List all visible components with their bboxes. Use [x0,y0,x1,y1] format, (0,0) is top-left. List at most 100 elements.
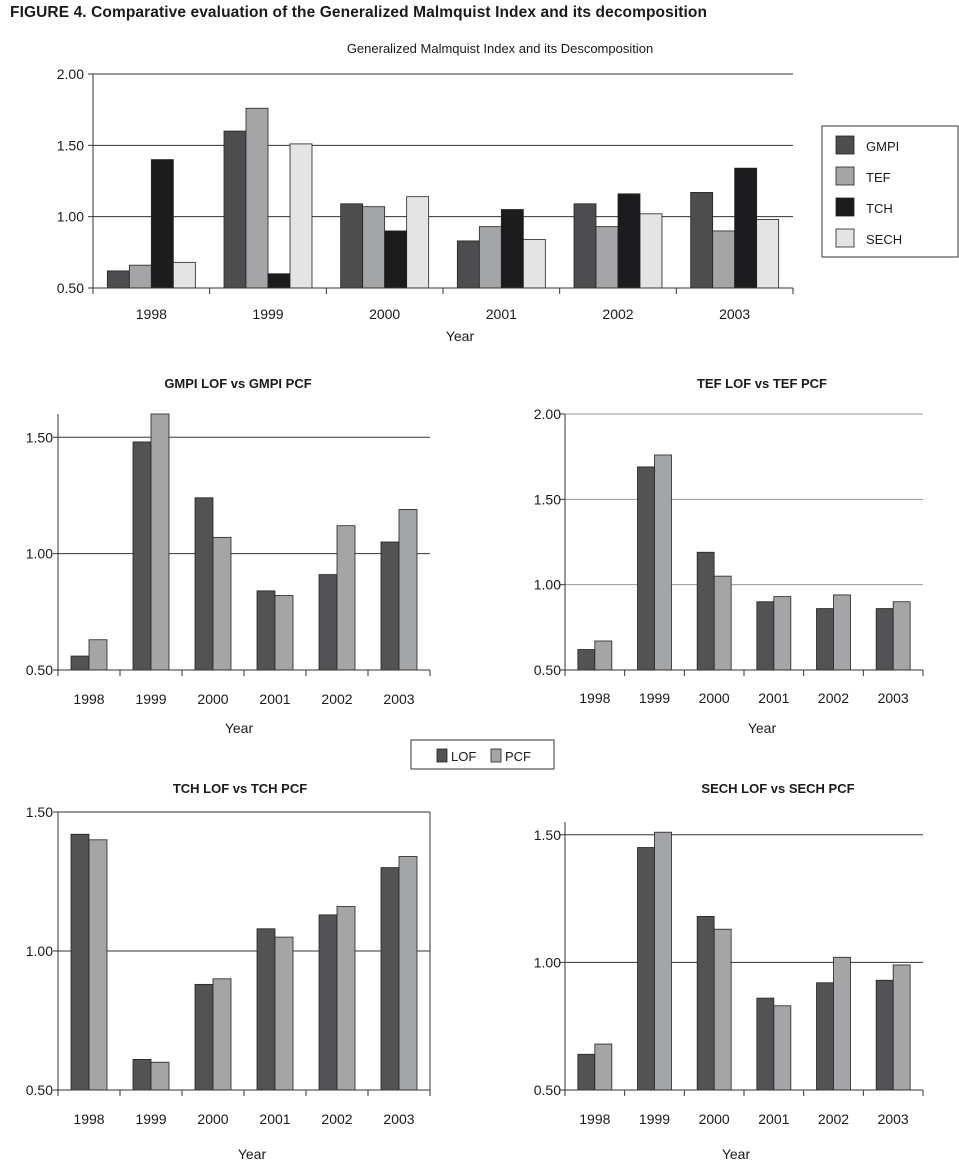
x-axis-label: Year [446,328,475,344]
bar-tef-2002 [595,226,619,289]
y-tick-label: 0.50 [57,280,84,296]
bar-sech-2000 [406,196,430,289]
legend-label-sech: SECH [866,232,902,247]
bar-lof-2001 [256,590,276,671]
x-tick-label: 2001 [486,306,517,322]
bar-pcf-2000 [212,978,232,1091]
pair-legend-swatch-lof [436,748,448,763]
x-tick-label: 2001 [758,690,789,706]
y-tick-label: 0.50 [26,662,53,678]
bar-lof-2003 [380,541,400,671]
x-tick-label: 2002 [818,690,849,706]
x-tick-label: 2000 [369,306,400,322]
bar-lof-1998 [577,649,596,671]
bar-tef-1999 [245,107,269,289]
bar-sech-2003 [756,219,780,289]
bar-pcf-1999 [654,454,672,671]
x-tick-label: 2000 [699,1111,730,1127]
bar-pcf-2003 [892,964,911,1091]
y-tick-label: 2.00 [57,66,84,82]
bar-sech-2001 [522,239,546,289]
bar-tch-2003 [734,167,758,289]
x-tick-label: 2003 [878,690,909,706]
bar-pcf-1999 [150,1061,170,1091]
y-tick-label: 1.50 [534,491,561,507]
bar-pcf-2000 [713,928,732,1091]
bar-pcf-1999 [150,413,170,671]
y-tick-label: 1.50 [534,827,561,843]
y-tick-label: 1.50 [26,429,53,445]
x-tick-label: 2000 [197,1111,228,1127]
x-tick-label: 1998 [73,1111,104,1127]
bar-pcf-2003 [398,509,418,671]
bar-pcf-1998 [88,639,108,671]
bar-gmpi-2003 [690,192,714,289]
bar-pcf-2001 [773,596,792,671]
pair-legend: LOF PCF [410,739,555,770]
bar-tef-1998 [128,264,152,289]
bar-tch-1999 [267,273,291,289]
bar-lof-2003 [380,867,400,1091]
legend-swatch-sech [835,228,855,248]
legend-swatch-tch [835,197,855,217]
bar-gmpi-2000 [340,203,364,289]
x-tick-label: 2000 [699,690,730,706]
x-tick-label: 2002 [321,1111,352,1127]
bar-lof-1998 [577,1053,596,1091]
bar-gmpi-2001 [456,240,480,289]
chart-gmpi-lof-vs-pcf: GMPI LOF vs GMPI PCF 0.50 1.00 1.50 1998 1999… [26,376,431,736]
bar-pcf-2000 [212,536,232,671]
y-tick-label: 1.00 [26,546,53,562]
bar-lof-2002 [816,982,834,1091]
x-tick-label: 2002 [321,691,352,707]
x-tick-label: 2003 [383,691,414,707]
x-tick-label: 1998 [73,691,104,707]
chart-title: TCH LOF vs TCH PCF [173,781,307,796]
bar-lof-2001 [756,997,775,1091]
bar-sech-2002 [639,213,663,289]
y-tick-label: 1.00 [57,209,84,225]
x-tick-label: 1998 [579,1111,610,1127]
x-tick-label: 1999 [639,690,670,706]
bar-gmpi-1998 [106,270,130,289]
legend-label-tef: TEF [866,170,891,185]
chart-title: TEF LOF vs TEF PCF [697,376,827,391]
bar-lof-1999 [132,441,152,671]
legend-label-tch: TCH [866,201,893,216]
y-tick-label: 1.00 [534,577,561,593]
x-tick-label: 2003 [878,1111,909,1127]
x-tick-label: 2001 [758,1111,789,1127]
bar-lof-2002 [816,608,834,671]
x-tick-label: 2001 [259,691,290,707]
x-tick-label: 1998 [579,690,610,706]
x-axis-label: Year [225,720,254,736]
bar-pcf-1999 [654,831,672,1091]
x-axis-label: Year [238,1146,267,1162]
chart-title: GMPI LOF vs GMPI PCF [164,376,311,391]
pair-legend-box [410,739,555,770]
legend-swatch-tef [835,166,855,186]
chart-title: Generalized Malmquist Index and its Desc… [347,41,653,56]
x-tick-label: 2000 [197,691,228,707]
bar-tch-2000 [384,230,408,289]
bar-pcf-1998 [594,1043,613,1091]
bar-pcf-1998 [594,640,613,671]
x-axis-label: Year [748,720,777,736]
bar-lof-2002 [318,574,338,671]
chart-title: SECH LOF vs SECH PCF [701,781,854,796]
bar-pcf-2001 [274,595,294,671]
chart-main: Generalized Malmquist Index and its Desc… [57,41,794,344]
figure-title: FIGURE 4. Comparative evaluation of the … [10,4,708,21]
y-tick-label: 0.50 [26,1082,53,1098]
bar-lof-1999 [637,847,655,1091]
y-tick-label: 1.50 [26,804,53,820]
x-tick-label: 1998 [136,306,167,322]
bar-lof-2001 [256,928,276,1091]
bar-lof-1999 [132,1059,152,1091]
bar-tch-1998 [150,159,174,289]
legend-label-gmpi: GMPI [866,139,899,154]
bar-lof-2003 [875,979,894,1091]
bar-sech-1999 [289,143,313,289]
bar-lof-1998 [70,833,90,1091]
